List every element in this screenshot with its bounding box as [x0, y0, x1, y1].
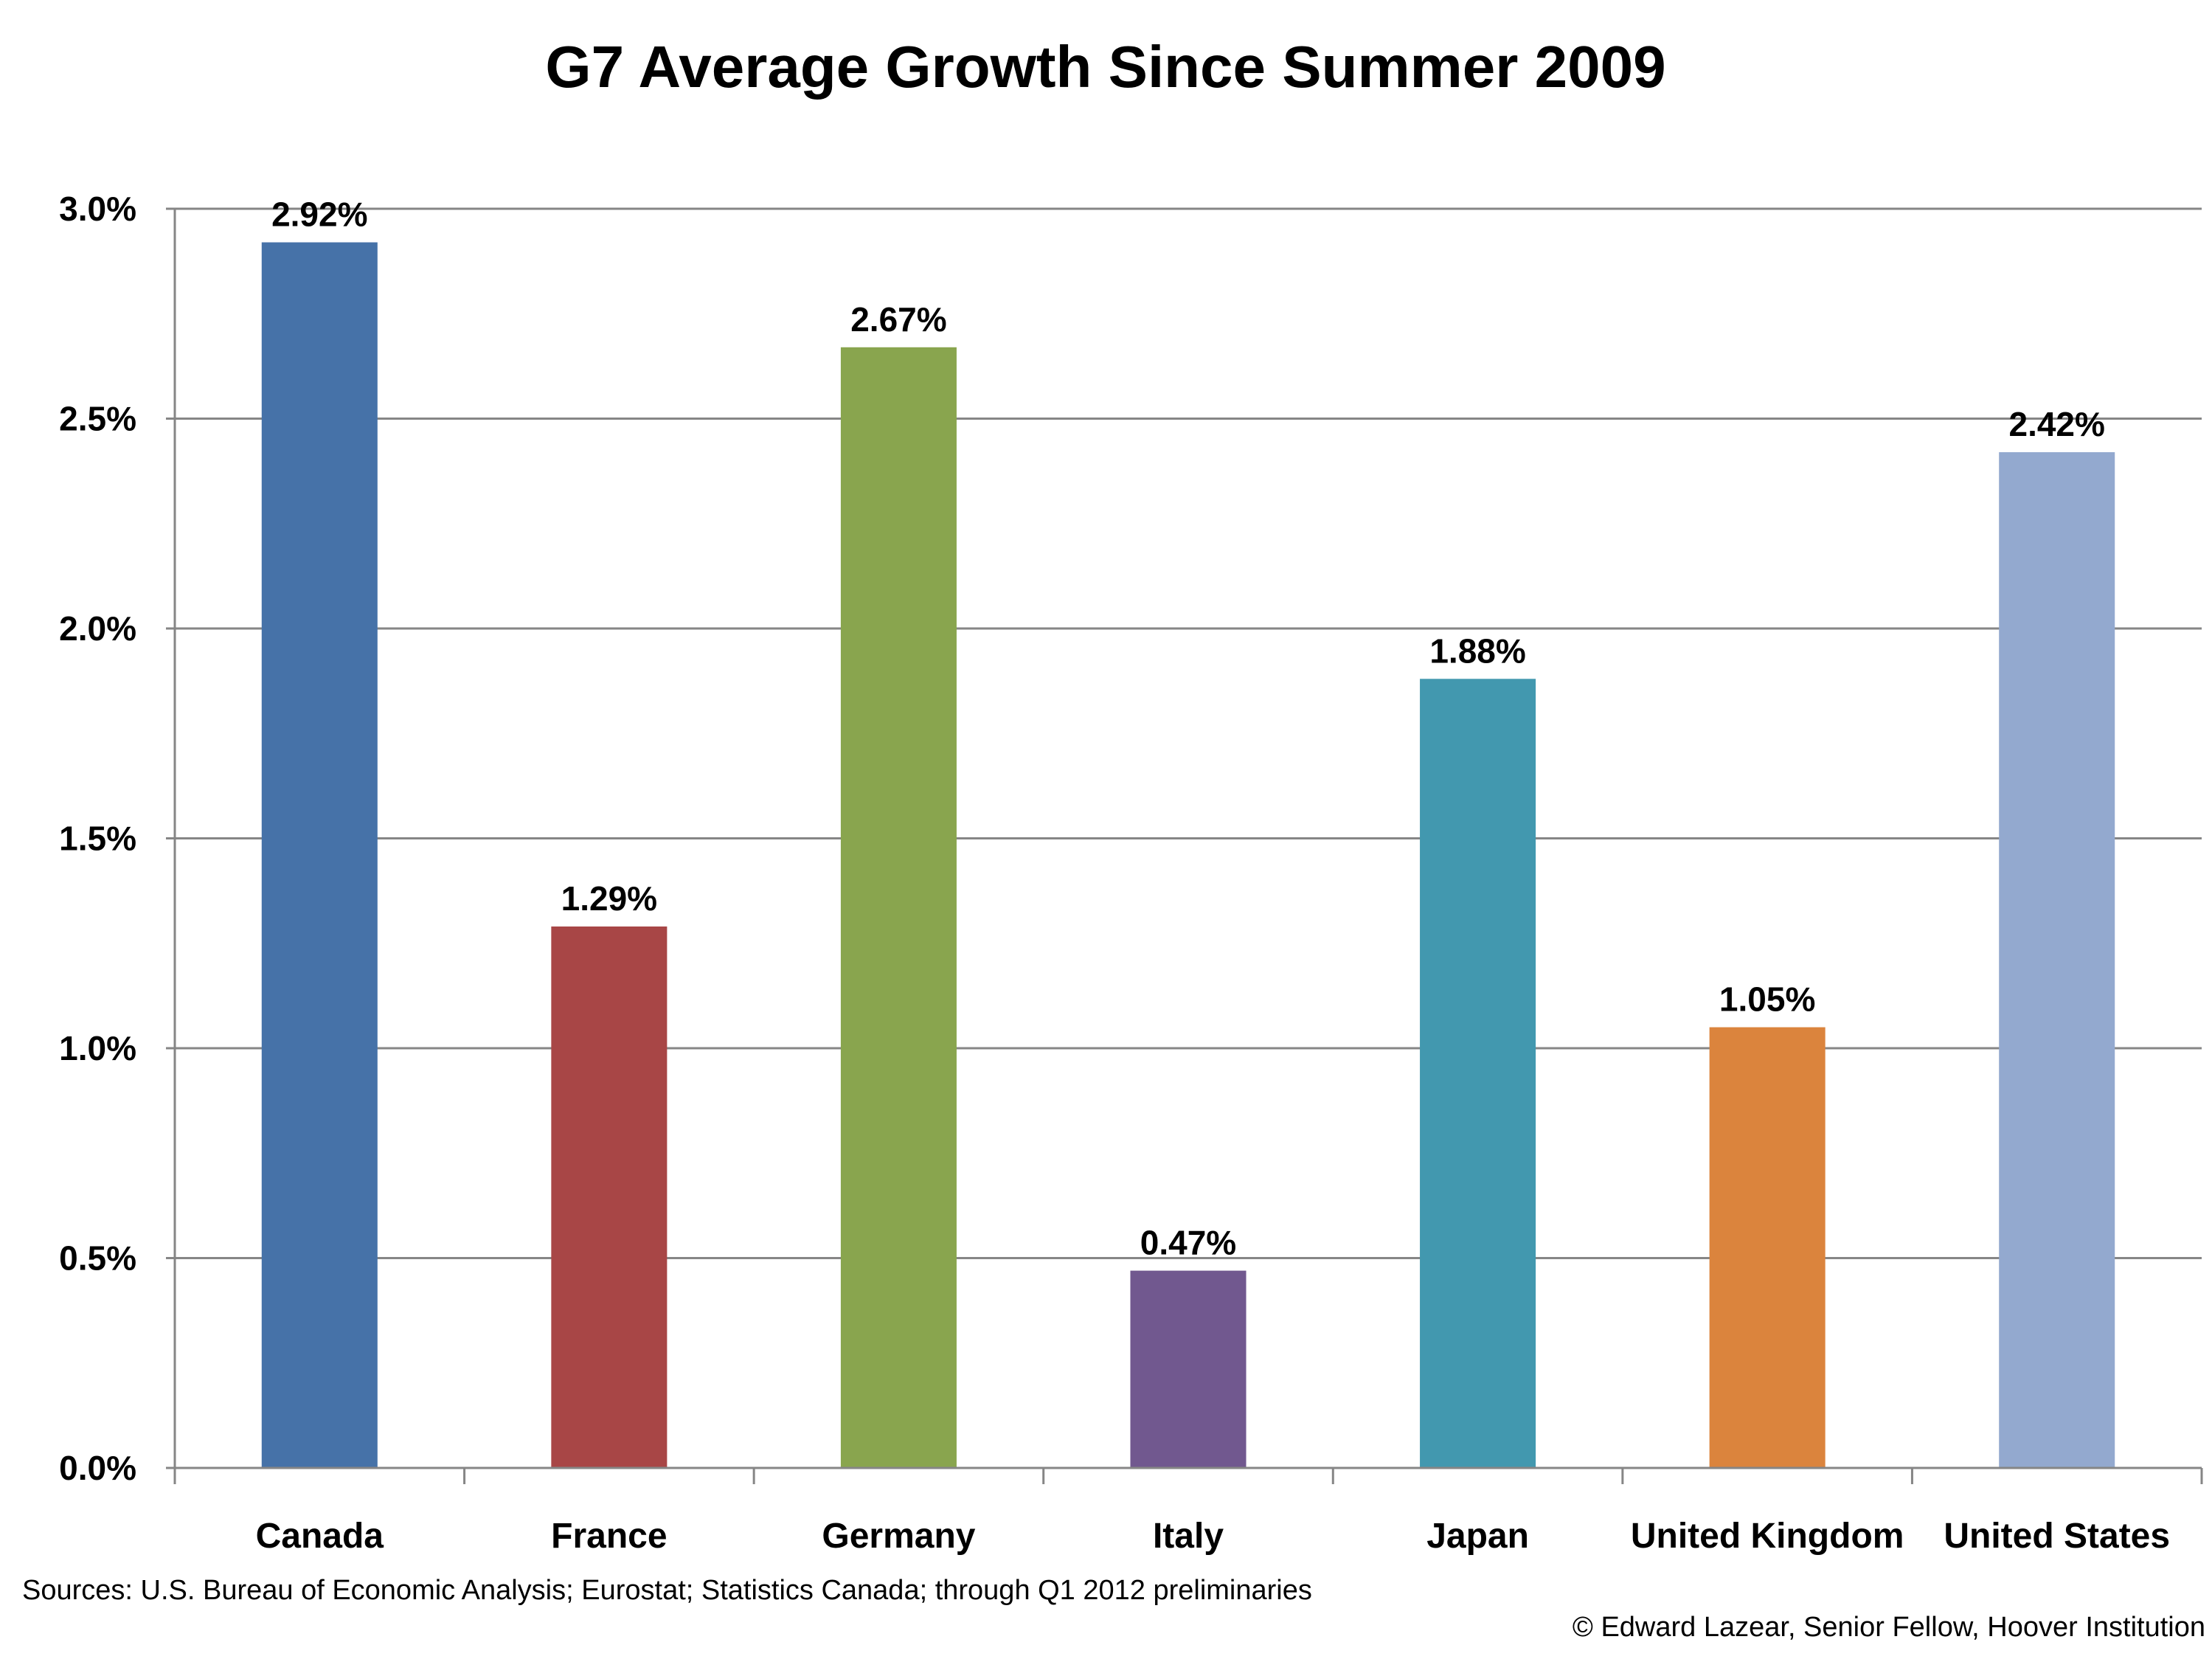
y-axis-ticks: 0.0% 0.5% 1.0% 1.5% 2.0% 2.5% 3.0%	[59, 190, 175, 1487]
x-tick-label: Italy	[1153, 1517, 1224, 1556]
y-tick-label: 3.0%	[59, 190, 136, 228]
copyright-credit: © Edward Lazear, Senior Fellow, Hoover I…	[1573, 1612, 2205, 1643]
y-tick-label: 0.0%	[59, 1449, 136, 1487]
bar	[551, 926, 668, 1468]
data-label: 2.67%	[850, 300, 946, 339]
data-label: 2.92%	[271, 195, 367, 234]
y-tick-label: 1.0%	[59, 1029, 136, 1067]
chart-title: G7 Average Growth Since Summer 2009	[545, 34, 1665, 100]
y-tick-label: 0.5%	[59, 1239, 136, 1278]
bar	[1420, 679, 1536, 1468]
x-axis-labels: Canada France Germany Italy Japan United King…	[256, 1517, 2170, 1556]
data-label: 2.42%	[2008, 405, 2104, 443]
data-label: 1.05%	[1719, 980, 1815, 1019]
x-tick-label: Japan	[1426, 1517, 1529, 1556]
x-tick-label: United States	[1944, 1517, 2170, 1556]
bars	[261, 242, 2115, 1468]
bar	[1999, 452, 2115, 1468]
y-tick-label: 2.5%	[59, 400, 136, 438]
bar	[1709, 1027, 1826, 1468]
axes	[173, 209, 2203, 1484]
data-label: 0.47%	[1140, 1224, 1236, 1262]
data-labels: 2.92% 1.29% 2.67% 0.47% 1.88% 1.05% 2.42%	[271, 195, 2105, 1262]
bar	[261, 242, 378, 1468]
sources-note: Sources: U.S. Bureau of Economic Analysi…	[22, 1575, 1312, 1606]
data-label: 1.29%	[561, 879, 657, 918]
data-label: 1.88%	[1429, 631, 1525, 670]
x-tick-label: France	[551, 1517, 667, 1556]
gridlines	[175, 207, 2202, 1259]
y-tick-label: 1.5%	[59, 820, 136, 858]
x-tick-label: United Kingdom	[1631, 1517, 1904, 1556]
bar	[1130, 1270, 1247, 1468]
y-tick-label: 2.0%	[59, 609, 136, 648]
x-tick-label: Germany	[822, 1517, 975, 1556]
bar	[840, 347, 957, 1468]
x-tick-label: Canada	[256, 1517, 384, 1556]
